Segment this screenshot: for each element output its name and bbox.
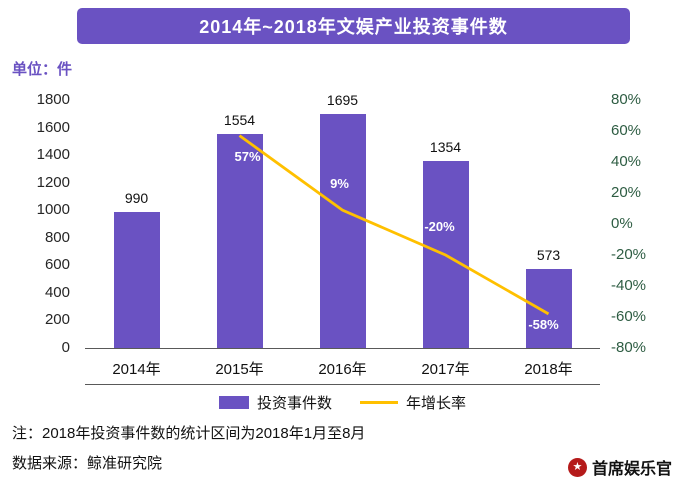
brand: ★ 首席娱乐官 — [567, 455, 672, 479]
legend-label-line-series: 年增长率 — [406, 395, 467, 412]
legend-item-bar-series: 投资事件数 — [218, 392, 332, 413]
right-axis-tick-label: 60% — [611, 122, 642, 139]
right-axis-tick-label: -40% — [611, 277, 647, 294]
chart-title: 2014年~2018年文娱产业投资事件数 — [77, 8, 630, 44]
legend-item-line-series: 年增长率 — [360, 392, 466, 413]
bar-value-label: 573 — [536, 247, 561, 263]
bar-value-label: 990 — [124, 190, 149, 206]
brand-logo-icon: ★ — [567, 457, 587, 477]
zero-baseline — [85, 348, 600, 349]
bar-series-swatch — [218, 396, 249, 409]
bar — [422, 161, 469, 348]
bar-value-label: 1554 — [223, 112, 256, 128]
right-axis-tick-label: -80% — [611, 339, 647, 356]
x-axis-label: 2016年 — [318, 361, 367, 378]
right-axis-tick-label: 40% — [611, 153, 642, 170]
bar — [113, 212, 160, 348]
brand-name: 首席娱乐官 — [591, 461, 672, 478]
right-axis-tick-label: 0% — [611, 215, 633, 232]
bar — [319, 114, 366, 348]
left-axis-tick-label: 400 — [44, 283, 70, 301]
left-axis-tick-label: 1400 — [36, 146, 70, 164]
line-series-swatch — [360, 401, 398, 404]
data-source: 数据来源：鲸准研究院 — [12, 455, 163, 472]
left-axis-tick-label: 600 — [44, 256, 70, 274]
bar — [525, 269, 572, 348]
left-axis-tick-label: 1600 — [36, 118, 70, 136]
bar — [216, 134, 263, 348]
bar-value-label: 1695 — [326, 92, 359, 108]
x-axis-label: 2017年 — [421, 361, 470, 378]
left-axis-tick-label: 0 — [61, 339, 70, 356]
left-axis-tick-label: 200 — [44, 311, 70, 329]
right-axis-tick-label: 20% — [611, 184, 642, 201]
x-axis-label: 2018年 — [524, 361, 573, 378]
right-axis-tick-label: -20% — [611, 246, 647, 263]
left-axis-tick-label: 1800 — [36, 91, 70, 108]
unit-label: 单位：件 — [12, 61, 73, 78]
left-axis-tick-label: 800 — [44, 228, 70, 246]
bar-value-label: 1354 — [429, 139, 462, 155]
legend: 投资事件数 年增长率 — [85, 392, 600, 413]
growth-line-path — [238, 134, 550, 316]
footnote: 注：2018年投资事件数的统计区间为2018年1月至8月 — [12, 425, 366, 442]
right-axis-tick-label: -60% — [611, 308, 647, 325]
left-axis-tick-label: 1000 — [36, 201, 70, 219]
legend-label-bar-series: 投资事件数 — [256, 395, 332, 412]
left-axis-tick-label: 1200 — [36, 173, 70, 191]
x-axis-label: 2015年 — [215, 361, 264, 378]
x-axis-line — [85, 384, 600, 385]
right-axis-tick-label: 80% — [611, 91, 642, 108]
x-axis-label: 2014年 — [112, 361, 161, 378]
